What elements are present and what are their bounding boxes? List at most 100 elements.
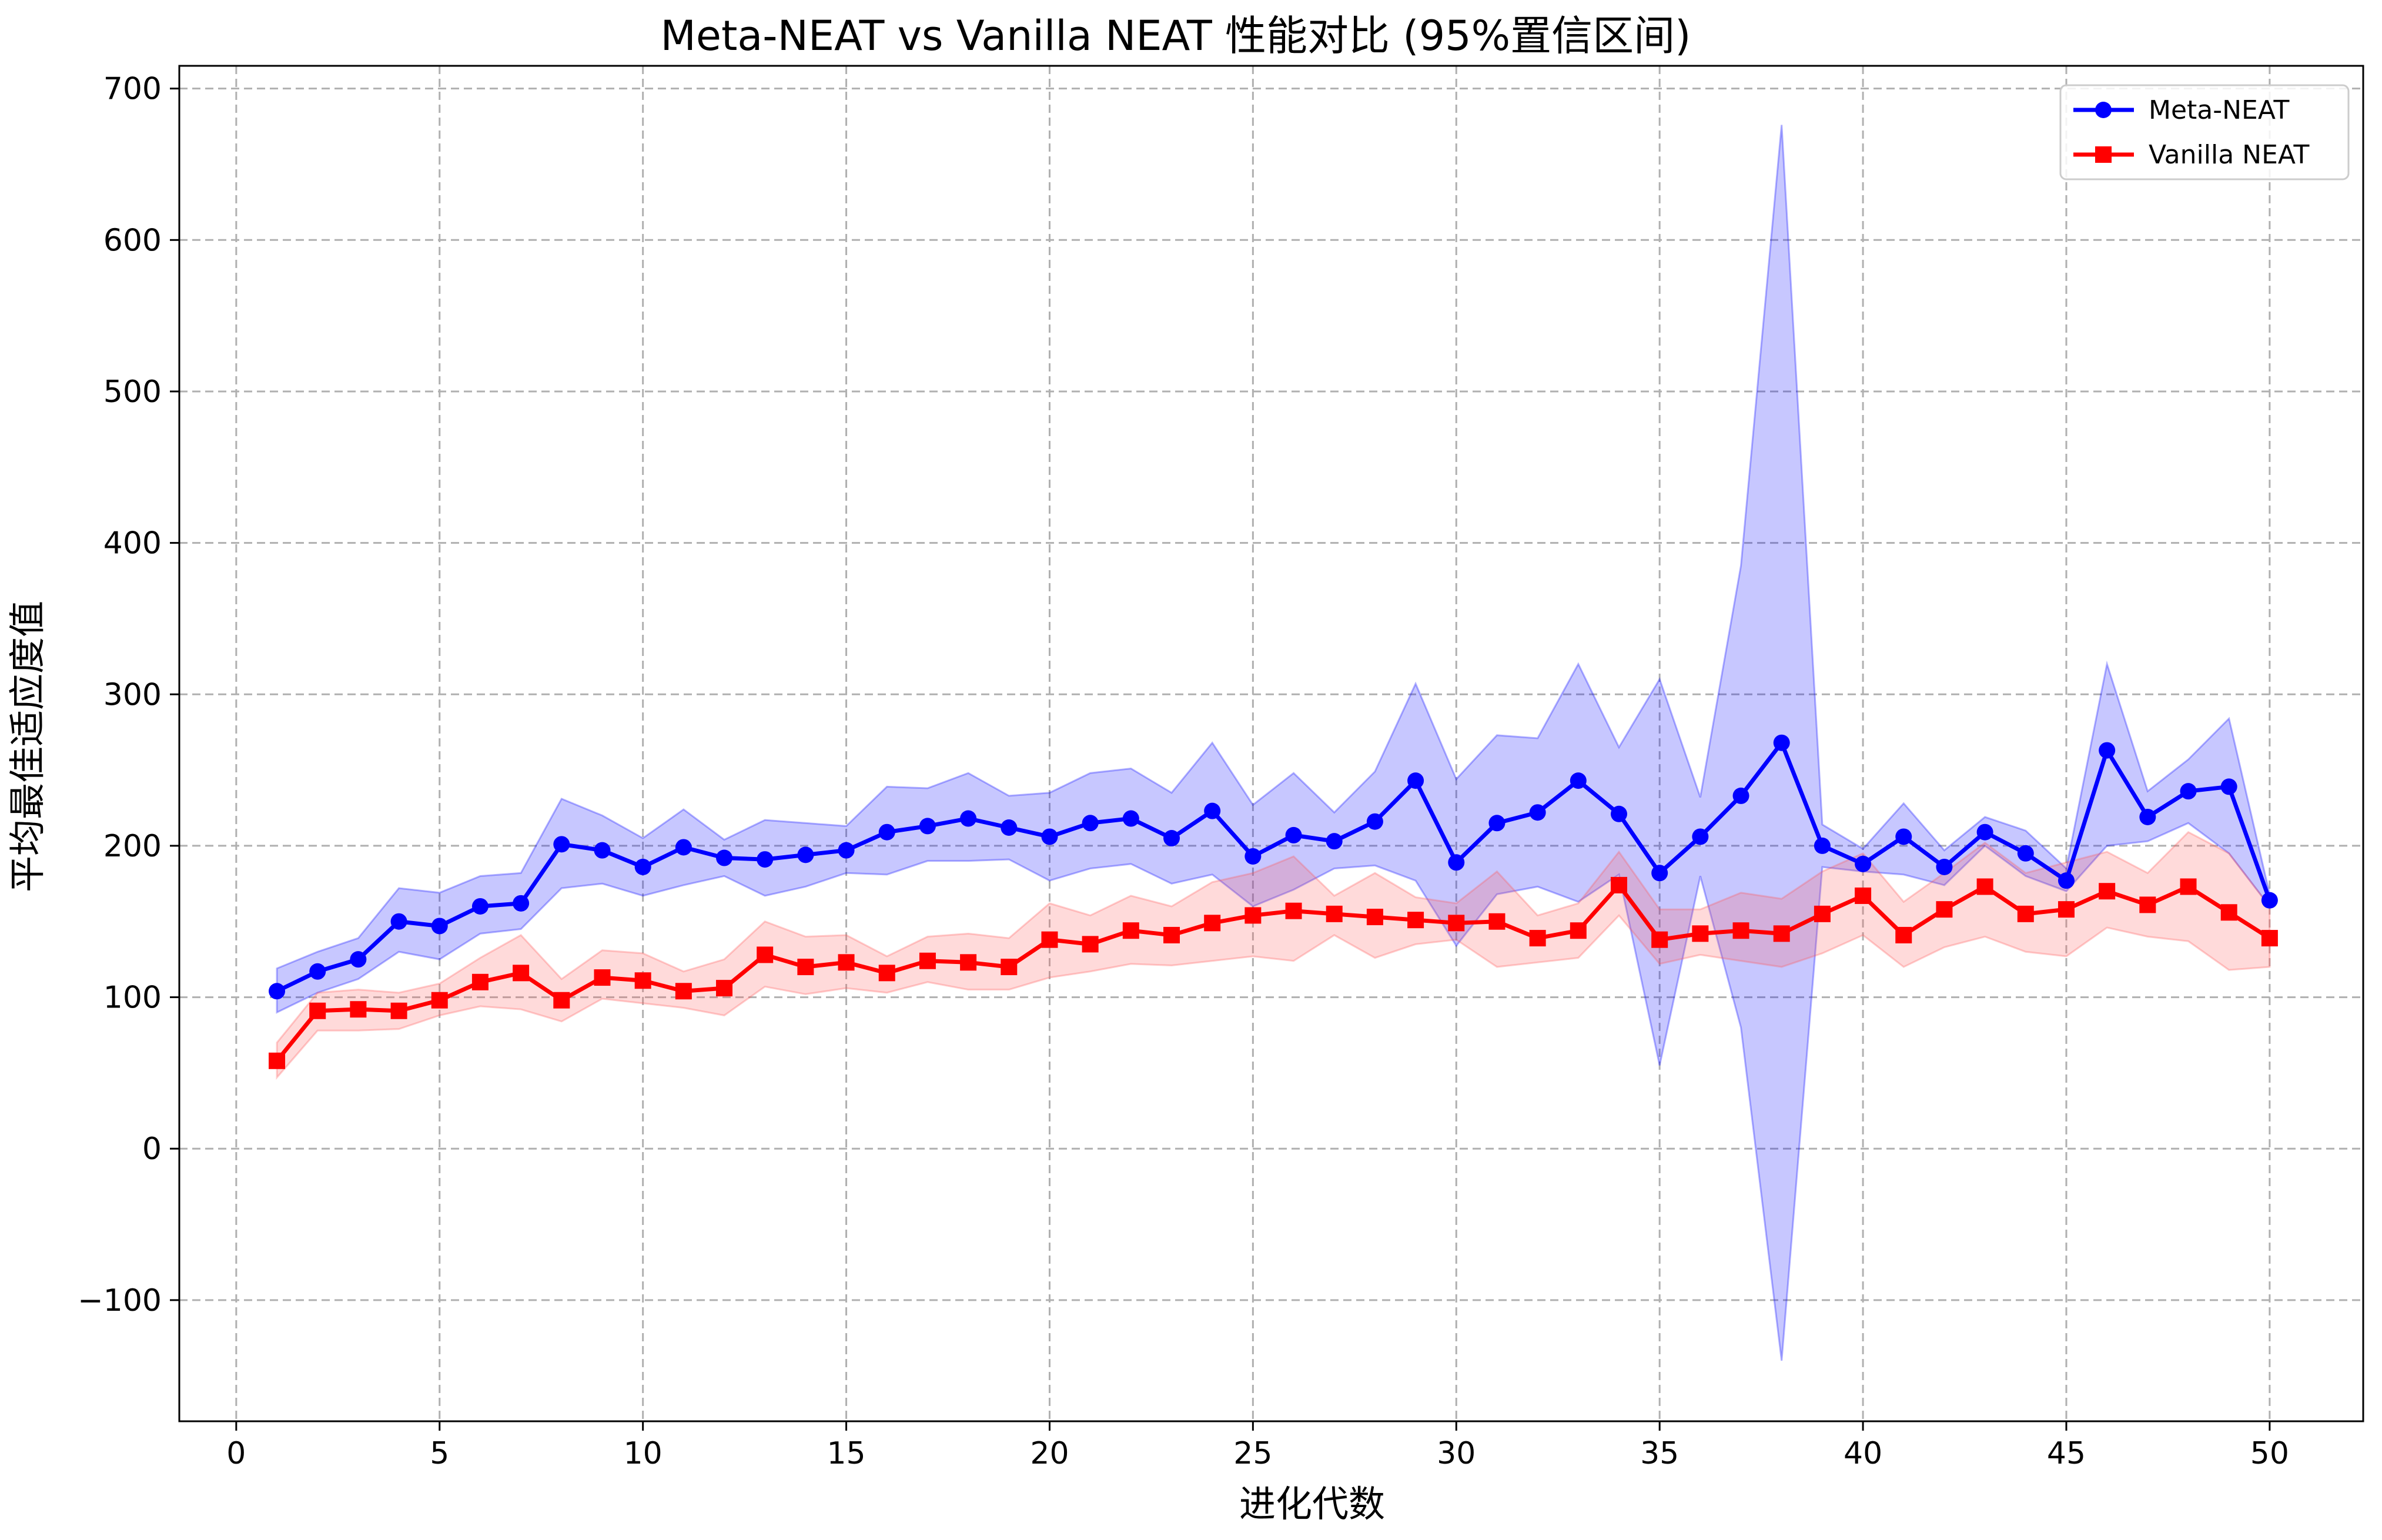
vanilla-neat-legend-marker [2095,146,2112,163]
meta-neat-point [2017,845,2034,862]
y-tick-label: 600 [103,223,162,258]
vanilla-neat-point [309,1002,326,1019]
vanilla-neat-point [1814,905,1831,922]
x-tick-label: 0 [226,1436,246,1471]
meta-neat-point [2180,783,2197,800]
vanilla-neat-point [1651,931,1668,948]
meta-neat-point [553,836,570,853]
vanilla-neat-point [1488,913,1506,930]
meta-neat-point [838,842,855,859]
meta-neat-point [309,963,326,980]
meta-neat-point [634,858,651,875]
meta-neat-point [2099,742,2116,759]
meta-neat-point [1936,858,1953,875]
vanilla-neat-point [1122,922,1139,939]
meta-neat-point [797,846,814,863]
meta-neat-point [513,895,530,912]
vanilla-neat-point [1326,905,1343,922]
meta-neat-point [878,823,895,841]
meta-neat-point [2058,872,2075,889]
vanilla-neat-point [1692,925,1709,942]
vanilla-neat-point [1244,907,1262,924]
meta-neat-point [1001,819,1018,836]
vanilla-neat-point [1855,887,1872,904]
meta-neat-point [1651,865,1668,882]
x-tick-label: 20 [1030,1436,1069,1471]
x-tick-label: 45 [2047,1436,2086,1471]
vanilla-neat-point [919,952,936,969]
meta-neat-point [1814,837,1831,854]
vanilla-neat-point [1610,876,1627,893]
y-tick-label: 300 [103,677,162,712]
y-tick-label: 0 [142,1131,162,1167]
y-tick-label: 100 [103,980,162,1016]
meta-neat-point [1895,828,1912,845]
vanilla-neat-point [431,992,448,1009]
series-markers [269,734,2278,1069]
y-tick-label: 400 [103,526,162,561]
vanilla-neat-point [2220,904,2237,921]
x-tick-label: 5 [430,1436,449,1471]
vanilla-neat-confidence-band [276,831,2271,1080]
y-axis-ticks: −100 0 100 200 300 400 500 600 700 [78,72,179,1318]
meta-neat-point [960,810,977,827]
meta-neat-point [350,951,367,968]
plot-frame [178,65,2364,1422]
x-tick-label: 40 [1844,1436,1882,1471]
x-tick-label: 25 [1233,1436,1272,1471]
y-tick-label: 700 [103,72,162,107]
vanilla-neat-point [2261,930,2278,947]
x-tick-label: 30 [1437,1436,1476,1471]
x-axis-ticks: 0 5 10 15 20 25 30 35 40 45 50 [226,1421,2289,1471]
vanilla-neat-point [2180,878,2197,895]
meta-neat-point [1529,804,1546,821]
meta-neat-point [471,898,489,915]
x-tick-label: 50 [2250,1436,2289,1471]
meta-neat-point [1041,828,1058,845]
vanilla-neat-point [1529,930,1546,947]
meta-neat-point [716,849,733,866]
meta-neat-point [757,851,774,868]
vanilla-neat-point [594,969,611,986]
vanilla-neat-legend-label: Vanilla NEAT [2149,140,2310,170]
vanilla-neat-point [1366,909,1383,926]
meta-neat-point [1570,772,1587,789]
meta-neat-point [919,818,936,835]
meta-neat-legend-marker [2095,102,2112,118]
meta-neat-legend-label: Meta-NEAT [2149,95,2290,125]
vanilla-neat-point [2058,901,2075,918]
vanilla-neat-point [797,959,814,976]
meta-neat-point [1732,787,1749,804]
meta-neat-point [1082,815,1099,832]
meta-neat-point [675,839,692,856]
vanilla-neat-point [2139,896,2156,913]
meta-neat-point [594,842,611,859]
vanilla-neat-point [878,965,895,982]
y-tick-label: 500 [103,374,162,410]
vanilla-neat-point [1732,922,1749,939]
vanilla-neat-point [757,946,774,963]
meta-neat-point [1366,813,1383,830]
vanilla-neat-point [1001,959,1018,976]
meta-neat-point [390,913,407,930]
vanilla-neat-point [960,954,977,971]
vanilla-neat-point [2099,883,2116,900]
meta-neat-point [2139,808,2156,825]
vanilla-neat-point [1976,878,1993,895]
chart-title: Meta-NEAT vs Vanilla NEAT 性能对比 (95%置信区间) [661,12,1691,60]
vanilla-neat-point [553,992,570,1009]
meta-neat-point [1448,854,1465,871]
meta-neat-point [2220,778,2237,795]
vanilla-neat-point [1773,925,1790,942]
meta-neat-point [1610,805,1627,822]
vanilla-neat-point [1936,901,1953,918]
vanilla-neat-point [1448,915,1465,932]
meta-neat-point [431,918,448,935]
vanilla-neat-point [1570,922,1587,939]
meta-neat-point [1488,815,1506,832]
vanilla-neat-point [1041,931,1058,948]
vanilla-neat-point [471,973,489,990]
vanilla-neat-point [350,1001,367,1018]
meta-neat-point [2261,892,2278,909]
